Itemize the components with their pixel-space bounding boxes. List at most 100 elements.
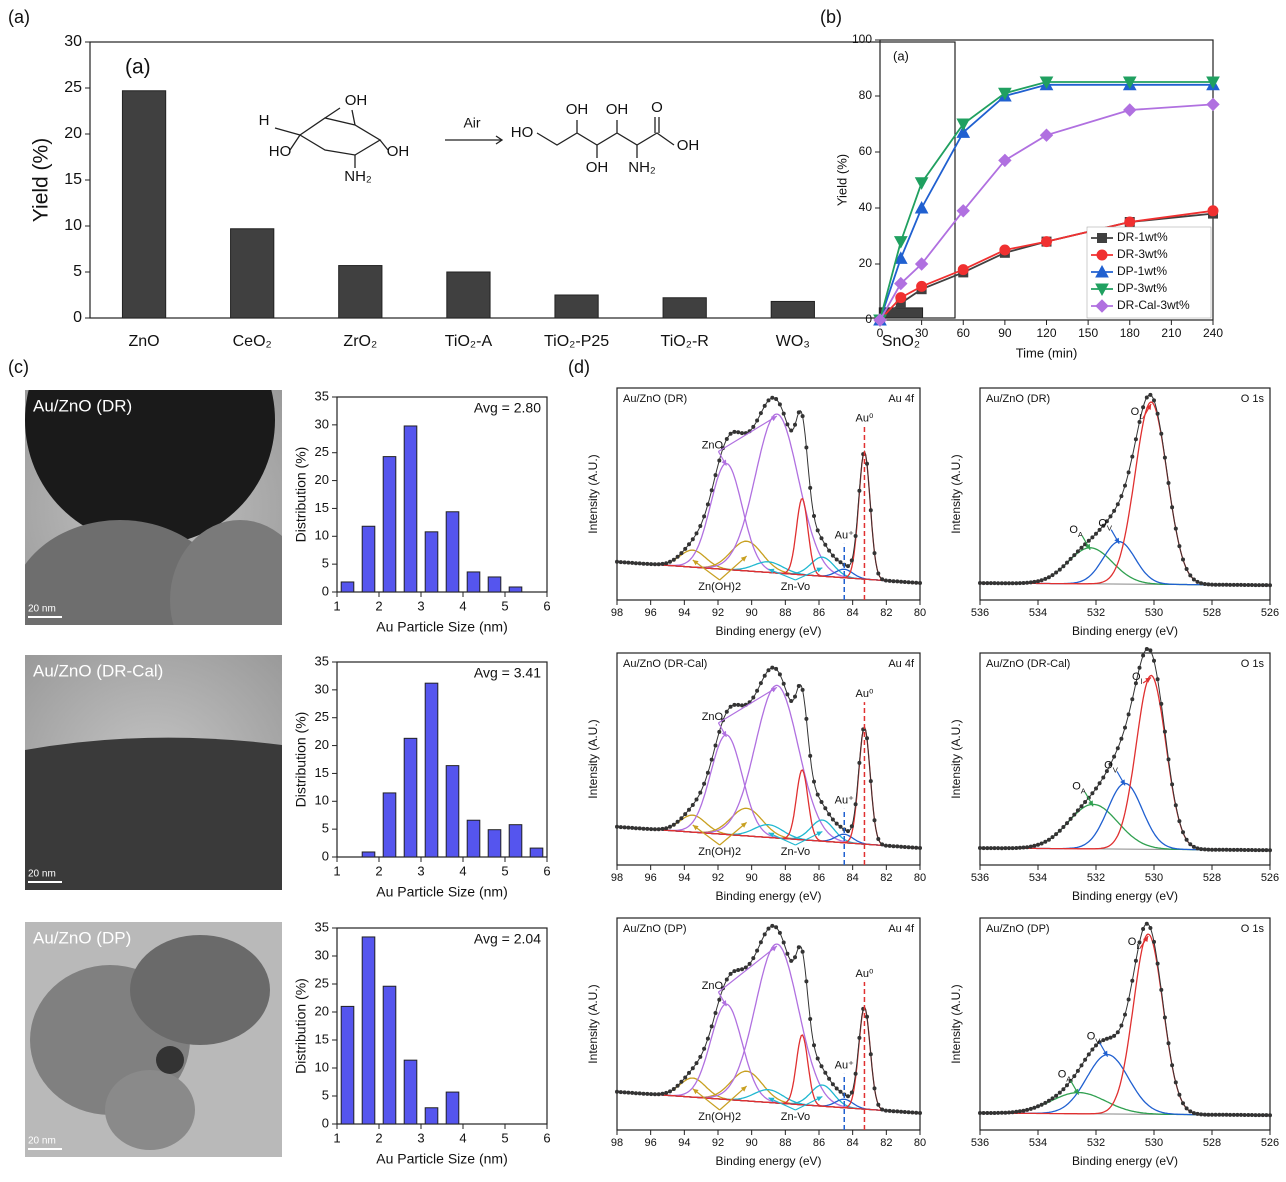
x-tick-label: 86 (813, 872, 825, 884)
envelope-point (637, 826, 642, 831)
point (1206, 97, 1220, 112)
fit-peak (980, 674, 1270, 851)
envelope-point (838, 1089, 843, 1094)
envelope-point (1043, 1100, 1048, 1105)
envelope-point (1126, 470, 1131, 475)
point (1123, 103, 1137, 117)
x-tick-label: 82 (880, 872, 892, 884)
bar (554, 294, 599, 319)
envelope-point (819, 800, 824, 804)
fit-peak (980, 541, 1270, 586)
envelope-point (1108, 1035, 1113, 1040)
envelope-point (1039, 1102, 1044, 1107)
envelope-point (1264, 583, 1269, 588)
y-axis-title: Distribution (%) (293, 712, 309, 808)
bar (361, 936, 376, 1125)
x-tick-label: 92 (712, 607, 724, 619)
x-axis-title: Binding energy (eV) (1072, 624, 1178, 638)
envelope-point (910, 1110, 915, 1115)
y-tick-label: 100 (852, 32, 872, 46)
bar (403, 425, 418, 593)
y-tick-label: 0 (73, 309, 82, 326)
envelope-point (1228, 1112, 1233, 1117)
envelope-point (891, 1109, 896, 1114)
peak-label-sub: l (1141, 677, 1143, 686)
envelope-point (664, 826, 669, 831)
envelope-point (1112, 1033, 1117, 1038)
envelope-point (675, 554, 680, 559)
envelope-point (1126, 712, 1131, 717)
peak-label: Zn-Vo (781, 581, 810, 593)
envelope-point (1184, 1106, 1189, 1111)
point (1041, 236, 1052, 248)
x-tick-label: 528 (1203, 607, 1221, 619)
envelope-point (766, 668, 771, 673)
envelope-point (827, 548, 832, 553)
bar (121, 90, 167, 319)
x-tick-label: 96 (645, 872, 657, 884)
envelope-point (1239, 1112, 1243, 1117)
plot-frame (616, 652, 921, 866)
envelope-point (1133, 958, 1138, 963)
annotation: Avg = 2.04 (474, 931, 541, 947)
envelope-point (1075, 549, 1080, 554)
envelope-point (891, 844, 896, 849)
y-axis-title: Distribution (%) (293, 447, 309, 543)
peak-label: OA (1072, 780, 1087, 795)
peak-label: ZnO (702, 980, 724, 992)
envelope-point (626, 560, 631, 565)
y-tick-label: 35 (315, 653, 329, 668)
envelope-point (713, 1011, 718, 1015)
envelope-point (830, 1082, 835, 1087)
envelope-point (1090, 791, 1095, 796)
tem-image (25, 655, 282, 890)
envelope-point (1057, 1090, 1062, 1095)
arrow-head (816, 831, 823, 837)
envelope-point (830, 553, 835, 558)
envelope-point (1126, 997, 1131, 1002)
x-tick-label: 80 (914, 607, 926, 619)
envelope-point (1039, 578, 1044, 583)
envelope-point (1268, 1113, 1272, 1118)
x-tick-label: 80 (914, 872, 926, 884)
envelope-point (781, 940, 786, 945)
x-tick-label: 3 (417, 863, 424, 878)
envelope-point (880, 842, 885, 847)
scheme-label: HO (511, 124, 534, 141)
arrow-head (1088, 800, 1094, 807)
envelope-point (1177, 1092, 1182, 1097)
envelope-point (1210, 1112, 1214, 1117)
arrow-head (770, 687, 777, 693)
fit-peak (616, 497, 920, 584)
envelope-point (834, 1086, 839, 1091)
point (1039, 128, 1054, 142)
envelope-point (849, 1090, 854, 1095)
envelope-point (815, 792, 820, 797)
envelope-point (690, 803, 695, 807)
point (998, 153, 1012, 168)
envelope-point (812, 779, 816, 784)
chain (536, 117, 675, 158)
envelope-point (1072, 1074, 1077, 1079)
envelope-point (1028, 1106, 1033, 1111)
x-tick-label: 1 (333, 863, 340, 878)
x-tick-label: SnO₂ (882, 333, 920, 350)
arrow-head (721, 730, 727, 737)
x-tick-label: 90 (746, 872, 758, 884)
x-tick-label: 530 (1145, 607, 1163, 619)
scheme-label: OH (566, 101, 589, 118)
envelope-point (1195, 579, 1200, 584)
envelope-point (1065, 821, 1069, 826)
envelope-point (1137, 940, 1142, 945)
envelope-point (819, 536, 824, 541)
x-tick-label: 5 (501, 1130, 508, 1145)
bar (340, 581, 355, 593)
bar (770, 300, 815, 319)
arrow-head (1146, 403, 1152, 410)
envelope-point (1097, 781, 1102, 786)
envelope-point (758, 940, 763, 945)
envelope-point (732, 429, 737, 434)
envelope-point (687, 542, 691, 547)
envelope-point (702, 514, 707, 519)
fit-peak (616, 1005, 920, 1114)
